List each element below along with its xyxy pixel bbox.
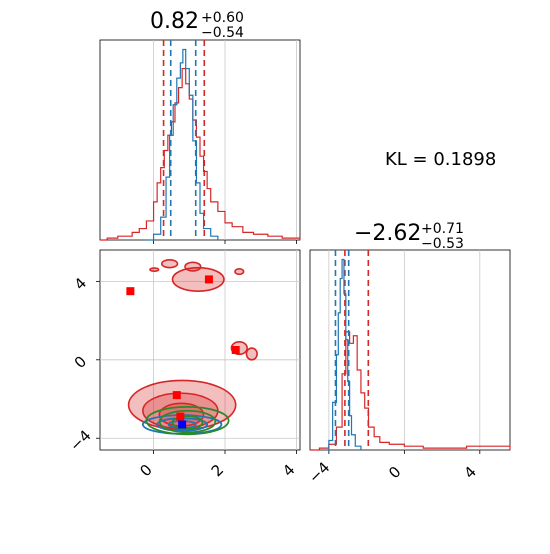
kl-annotation: KL = 0.1898 — [385, 149, 496, 170]
hist-x-title-minus: −0.54 — [201, 25, 244, 41]
hist-y-plot — [310, 250, 511, 454]
joint-x-tick-label: 2 — [208, 461, 227, 480]
joint-x-tick-label: 0 — [136, 461, 155, 480]
joint-tick-labels: 0 2 4 −4 0 4 — [66, 274, 298, 480]
hist-x-title: 0.82 — [150, 9, 199, 34]
hist-y-tick-label: 4 — [461, 463, 480, 482]
hist-y-title-minus: −0.53 — [421, 236, 464, 252]
hist-y-panel: −4 0 4 −2.62 +0.71 −0.53 — [305, 221, 511, 487]
joint-red-density-contour — [149, 267, 160, 272]
hist-x-plot — [100, 40, 301, 244]
scatter-panel: 0 2 4 −4 0 4 — [66, 249, 301, 480]
joint-red-density-contour — [245, 347, 258, 361]
hist-x-red-series — [100, 67, 301, 241]
hist-x-title-value: 0.82 — [150, 9, 199, 34]
joint-red-marker — [176, 412, 185, 421]
joint-y-tick-label: 4 — [71, 274, 90, 293]
joint-plot — [96, 250, 300, 454]
joint-red-density-contour — [160, 259, 179, 269]
hist-x-blue-series — [146, 48, 219, 241]
hist-y-blue-series — [325, 258, 362, 451]
joint-red-marker — [172, 391, 181, 400]
hist-x-panel: 0.82 +0.60 −0.54 — [99, 9, 301, 244]
hist-y-title-value: −2.62 — [354, 221, 421, 246]
joint-green-contour — [145, 405, 230, 436]
joint-red-marker — [231, 346, 240, 354]
hist-x-title-plus: +0.60 — [201, 10, 244, 26]
hist-y-frame — [309, 249, 511, 451]
joint-red-density-contour — [234, 268, 245, 276]
hist-y-tick-labels: −4 0 4 — [305, 458, 480, 486]
joint-green-contour — [158, 409, 217, 434]
joint-red-marker — [126, 287, 135, 296]
joint-blue-marker — [178, 420, 187, 429]
joint-y-tick-label: −4 — [66, 427, 94, 455]
joint-green-contour — [171, 415, 204, 430]
hist-x-frame — [99, 39, 301, 241]
joint-x-tick-label: 4 — [279, 461, 298, 480]
hist-y-title-plus: +0.71 — [421, 221, 464, 237]
joint-red-marker — [204, 275, 213, 284]
joint-red-density-contour — [184, 261, 202, 272]
joint-y-tick-label: 0 — [71, 353, 90, 372]
hist-y-red-series — [310, 331, 511, 451]
joint-red-density-contour — [171, 266, 225, 292]
hist-y-tick-label: −4 — [305, 458, 333, 486]
scatter-frame — [99, 249, 301, 451]
hist-y-tick-label: 0 — [385, 463, 404, 482]
